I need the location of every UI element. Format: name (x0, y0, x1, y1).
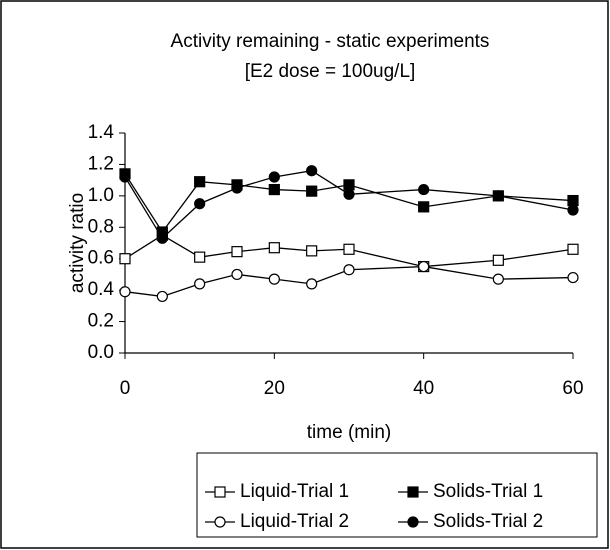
marker (194, 251, 206, 263)
marker (156, 232, 168, 244)
legend-marker (407, 486, 419, 498)
marker (343, 179, 355, 191)
marker (306, 278, 318, 290)
marker (268, 273, 280, 285)
marker (567, 271, 579, 284)
y-tick-label: 1.2 (88, 153, 114, 174)
marker (306, 185, 318, 197)
marker (343, 264, 355, 276)
legend-marker (214, 486, 226, 498)
marker (343, 243, 355, 255)
marker (119, 286, 131, 298)
marker (418, 260, 430, 273)
y-tick-label: 0.2 (88, 311, 114, 332)
marker (418, 183, 430, 196)
legend-label: Liquid-Trial 1 (240, 481, 349, 502)
marker (306, 245, 318, 257)
series-line (124, 173, 574, 234)
marker (567, 243, 579, 255)
marker (492, 254, 504, 266)
marker (492, 273, 504, 285)
x-tick-label: 0 (120, 378, 131, 399)
x-tick-label: 60 (562, 378, 583, 399)
marker (194, 278, 206, 290)
x-axis-title: time (min) (307, 422, 391, 443)
series-line (124, 265, 574, 298)
marker (306, 165, 318, 177)
y-tick-label: 1.4 (88, 122, 115, 143)
y-tick-label: 0.6 (88, 248, 114, 269)
marker (268, 183, 280, 196)
y-tick-label: 0.8 (88, 216, 114, 237)
marker (231, 268, 243, 281)
y-tick-label: 1.0 (88, 185, 114, 206)
marker (268, 242, 280, 254)
marker (343, 188, 355, 200)
legend-label: Solids-Trial 2 (433, 511, 543, 532)
marker (418, 201, 430, 213)
marker (194, 176, 206, 188)
legend-label: Liquid-Trial 2 (240, 511, 349, 532)
y-tick-label: 0.0 (88, 342, 114, 363)
marker (231, 246, 243, 258)
legend-label: Solids-Trial 1 (433, 481, 543, 502)
x-tick-label: 40 (413, 378, 434, 399)
y-axis-title: activity ratio (67, 193, 88, 293)
marker (156, 290, 168, 303)
marker (567, 204, 579, 216)
series-line (124, 234, 574, 268)
series-line (124, 170, 574, 240)
marker (231, 182, 243, 194)
marker (268, 171, 280, 183)
chart-subtitle: [E2 dose = 100ug/L] (245, 61, 416, 82)
marker (492, 190, 504, 202)
marker (119, 253, 131, 265)
y-tick-label: 0.4 (88, 279, 115, 300)
x-tick-label: 20 (264, 378, 285, 399)
marker (194, 198, 206, 210)
marker (567, 194, 579, 207)
legend-marker (214, 516, 226, 528)
legend-box (196, 452, 598, 538)
chart-title: Activity remaining - static experiments (171, 31, 490, 52)
legend-marker (407, 516, 419, 528)
marker (119, 171, 131, 183)
